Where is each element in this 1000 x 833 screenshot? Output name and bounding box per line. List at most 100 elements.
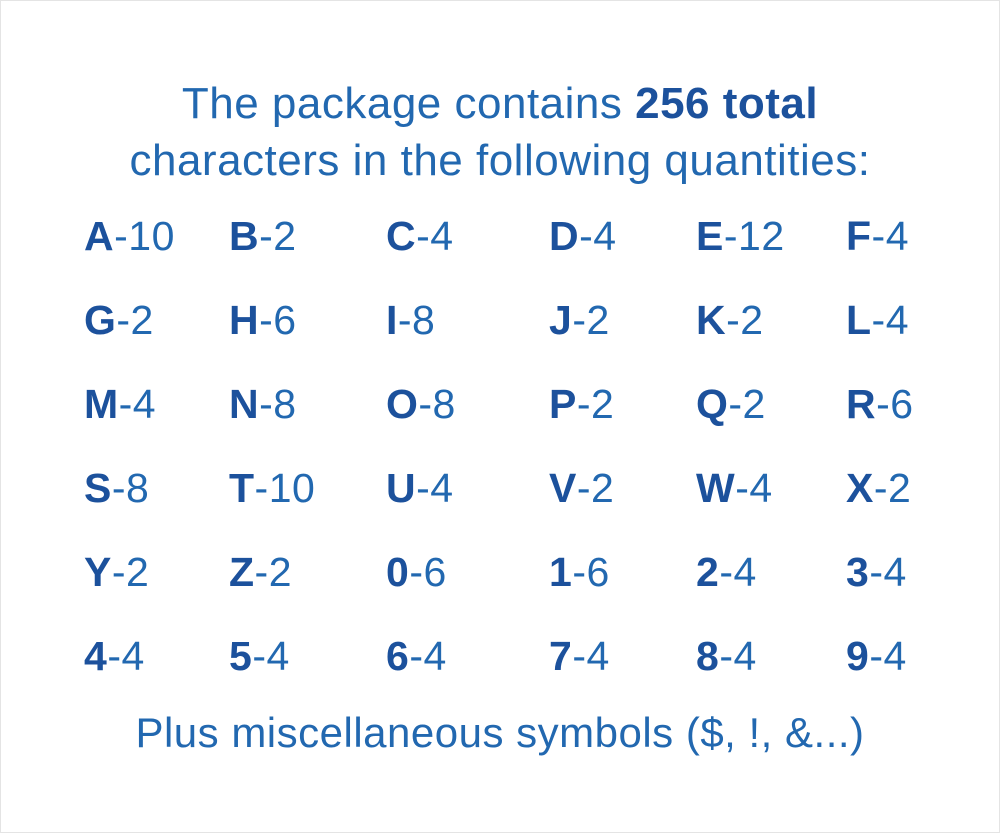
quantity-cell: 5-4 — [229, 633, 290, 680]
character-label: W — [696, 464, 736, 511]
quantity-value: -10 — [114, 212, 175, 259]
quantity-cell: U-4 — [386, 465, 454, 512]
quantity-cell: 8-4 — [696, 633, 757, 680]
quantity-cell: T-10 — [229, 465, 315, 512]
character-label: O — [386, 380, 419, 427]
character-label: 2 — [696, 548, 720, 595]
quantity-cell: Q-2 — [696, 381, 766, 428]
quantity-cell: E-12 — [696, 213, 785, 260]
quantity-value: -2 — [116, 296, 154, 343]
quantity-cell: Y-2 — [84, 549, 149, 596]
quantity-cell: 4-4 — [84, 633, 145, 680]
quantity-value: -8 — [397, 296, 436, 343]
quantity-cell: 9-4 — [846, 633, 907, 680]
quantity-cell: 2-4 — [696, 549, 757, 596]
quantity-cell: S-8 — [84, 465, 149, 512]
quantity-value: -6 — [876, 380, 914, 427]
quantity-cell: V-2 — [549, 465, 614, 512]
quantity-cell: X-2 — [846, 465, 911, 512]
quantity-value: -10 — [254, 464, 316, 511]
quantity-cell: 7-4 — [549, 633, 610, 680]
quantity-cell: 1-6 — [549, 549, 610, 596]
character-label: L — [846, 296, 872, 343]
quantity-value: -4 — [252, 632, 290, 679]
quantity-cell: I-8 — [386, 297, 435, 344]
character-label: U — [386, 464, 417, 511]
character-label: D — [549, 212, 580, 259]
quantity-value: -6 — [259, 296, 297, 343]
quantity-value: -6 — [409, 548, 447, 595]
character-label: 6 — [386, 632, 410, 679]
footer-note: Plus miscellaneous symbols ($, !, &...) — [135, 709, 865, 756]
character-label: H — [229, 296, 260, 343]
character-label: Y — [84, 548, 112, 595]
character-label: I — [386, 296, 398, 343]
total-count: 256 total — [635, 79, 819, 128]
quantity-cell: N-8 — [229, 381, 297, 428]
quantity-value: -8 — [259, 380, 297, 427]
quantity-cell: B-2 — [229, 213, 297, 260]
character-label: P — [549, 380, 577, 427]
quantity-value: -2 — [111, 548, 150, 595]
quantity-cell: K-2 — [696, 297, 764, 344]
quantity-cell: A-10 — [84, 213, 175, 260]
quantity-value: -2 — [259, 212, 297, 259]
quantity-value: -2 — [572, 296, 610, 343]
character-label: 5 — [229, 632, 253, 679]
quantity-cell: 6-4 — [386, 633, 447, 680]
title-line-2: characters in the following quantities: — [129, 136, 871, 185]
quantity-value: -4 — [118, 380, 157, 427]
quantity-value: -6 — [572, 548, 610, 595]
quantity-value: -2 — [726, 296, 764, 343]
quantity-value: -4 — [735, 464, 773, 511]
character-label: V — [549, 464, 577, 511]
quantity-value: -4 — [409, 632, 447, 679]
quantity-value: -4 — [416, 464, 454, 511]
quantity-cell: 0-6 — [386, 549, 447, 596]
character-label: Q — [696, 380, 729, 427]
quantity-value: -4 — [719, 548, 757, 595]
character-label: X — [846, 464, 874, 511]
character-label: J — [549, 296, 573, 343]
quantity-cell: J-2 — [549, 297, 610, 344]
title-line-1: The package contains 256 total — [1, 75, 999, 132]
page-title: The package contains 256 total character… — [1, 1, 999, 189]
quantity-value: -4 — [107, 632, 145, 679]
quantity-value: -4 — [572, 632, 610, 679]
quantity-value: -2 — [254, 548, 293, 595]
character-label: 1 — [549, 548, 573, 595]
title-text-prefix: The package contains — [181, 79, 636, 128]
character-label: 4 — [84, 632, 108, 679]
quantity-grid: A-10 B-2 C-4 D-4 E-12 F-4 G-2 H-6 I-8 J-2 K-2 L-4 M-… — [1, 194, 999, 698]
character-label: 8 — [696, 632, 720, 679]
character-label: G — [84, 296, 117, 343]
quantity-cell: R-6 — [846, 381, 914, 428]
quantity-value: -12 — [723, 212, 785, 259]
character-label: E — [696, 212, 724, 259]
character-label: 9 — [846, 632, 870, 679]
quantity-value: -4 — [719, 632, 757, 679]
character-label: A — [84, 212, 115, 259]
character-label: N — [229, 380, 260, 427]
quantity-cell: F-4 — [846, 213, 909, 260]
character-label: F — [846, 212, 872, 259]
quantity-value: -4 — [871, 296, 910, 343]
character-label: T — [229, 464, 255, 511]
quantity-cell: M-4 — [84, 381, 156, 428]
quantity-cell: D-4 — [549, 213, 617, 260]
quantity-cell: L-4 — [846, 297, 909, 344]
character-label: 0 — [386, 548, 410, 595]
quantity-value: -4 — [869, 548, 907, 595]
quantity-cell: C-4 — [386, 213, 454, 260]
character-label: Z — [229, 548, 255, 595]
quantity-cell: O-8 — [386, 381, 456, 428]
quantity-value: -2 — [728, 380, 766, 427]
quantity-cell: G-2 — [84, 297, 154, 344]
character-label: S — [84, 464, 112, 511]
quantity-value: -4 — [869, 632, 907, 679]
quantity-value: -8 — [111, 464, 150, 511]
quantity-value: -2 — [873, 464, 912, 511]
quantity-cell: W-4 — [696, 465, 773, 512]
quantity-value: -2 — [576, 464, 615, 511]
